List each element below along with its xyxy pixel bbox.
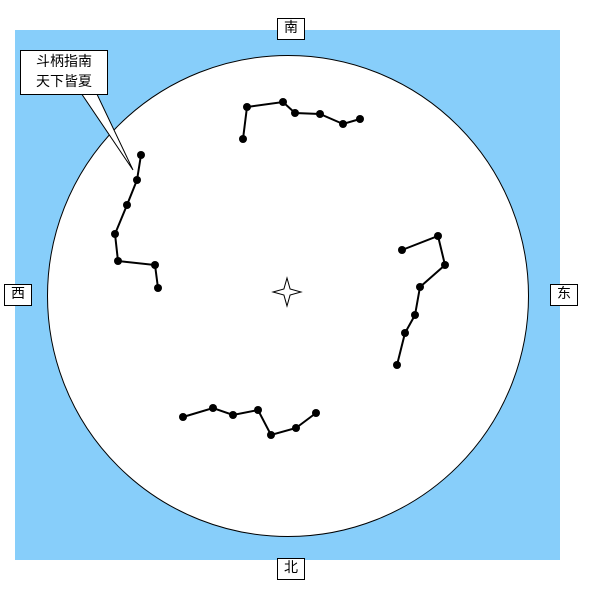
constellation-top-star — [239, 135, 247, 143]
diagram-canvas: 南 北 西 东 斗柄指南 天下皆夏 — [0, 0, 590, 615]
constellation-bottom-star — [209, 404, 217, 412]
constellation-left-star — [111, 230, 119, 238]
constellation-top-star — [339, 120, 347, 128]
constellation-left-star — [137, 151, 145, 159]
constellation-top-star — [356, 115, 364, 123]
constellation-right-star — [393, 361, 401, 369]
constellation-left-star — [123, 201, 131, 209]
direction-label-north-char: 北 — [277, 558, 305, 580]
constellation-top-star — [316, 110, 324, 118]
constellation-right-star — [401, 329, 409, 337]
callout-line1: 斗柄指南 — [25, 53, 103, 73]
callout-line2: 天下皆夏 — [25, 73, 103, 93]
constellation-right-star — [434, 232, 442, 240]
constellation-bottom-star — [292, 424, 300, 432]
constellation-right-star — [441, 261, 449, 269]
constellation-bottom-star — [267, 431, 275, 439]
constellation-bottom-star — [254, 406, 262, 414]
callout-box: 斗柄指南 天下皆夏 — [20, 50, 108, 95]
constellation-left-star — [151, 261, 159, 269]
constellation-bottom-star — [312, 409, 320, 417]
constellation-bottom-star — [229, 411, 237, 419]
constellation-top-star — [291, 109, 299, 117]
constellation-right-star — [398, 246, 406, 254]
constellation-top-star — [279, 98, 287, 106]
constellation-left-line — [115, 155, 158, 288]
constellation-top-star — [243, 103, 251, 111]
constellation-bottom-star — [179, 413, 187, 421]
constellation-right-star — [411, 311, 419, 319]
constellation-right-line — [397, 236, 445, 365]
direction-label-west-char: 西 — [4, 284, 32, 306]
constellation-right-star — [416, 283, 424, 291]
constellation-left-star — [114, 257, 122, 265]
direction-label-east-char: 东 — [550, 284, 578, 306]
constellation-left-star — [154, 284, 162, 292]
constellation-left-star — [133, 176, 141, 184]
direction-label-south-char: 南 — [277, 18, 305, 40]
